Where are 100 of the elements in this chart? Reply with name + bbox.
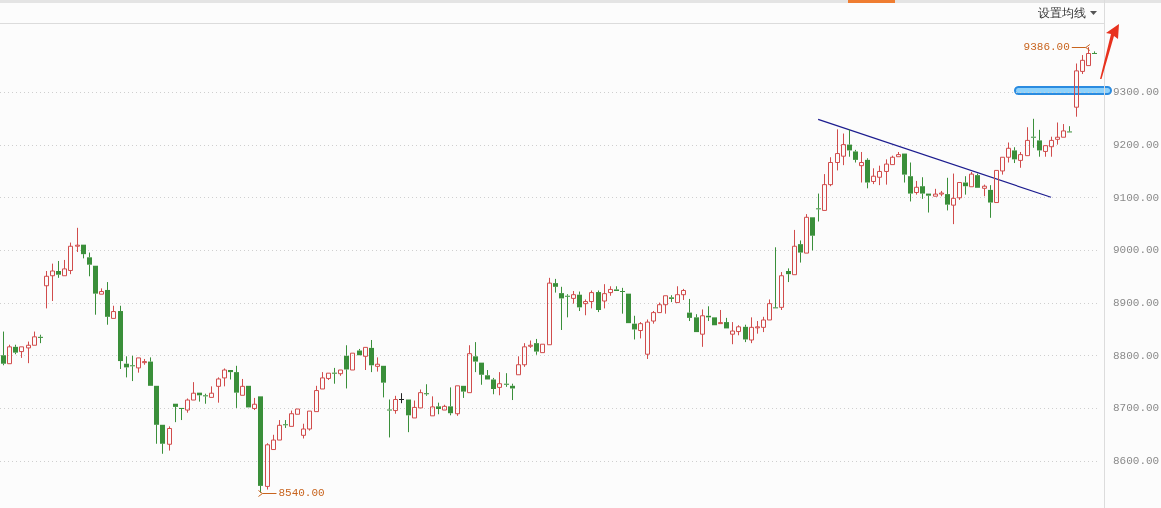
candlestick [608, 285, 613, 297]
candlestick [853, 149, 858, 164]
candlestick [945, 177, 950, 211]
candlestick [99, 287, 104, 295]
annotation: 8540.00 [278, 487, 325, 500]
candlestick [381, 365, 386, 398]
y-tick-label: 9100.00 [1113, 191, 1160, 204]
candlestick [1025, 126, 1030, 157]
candlestick [424, 383, 429, 397]
candlestick [246, 385, 251, 408]
candlestick [479, 362, 484, 386]
candlestick [669, 294, 674, 303]
candlestick [234, 365, 239, 409]
candlestick [75, 227, 80, 253]
candlestick [1092, 50, 1097, 54]
candlestick [387, 399, 392, 438]
candlestick [816, 193, 821, 222]
candlestick [694, 313, 699, 333]
candlestick [93, 265, 98, 316]
candlestick [154, 385, 159, 445]
candlestick [804, 213, 809, 254]
candlestick [786, 267, 791, 283]
candlestick [44, 270, 49, 309]
candlestick [504, 372, 509, 388]
candlestick [160, 424, 165, 455]
candlestick [344, 344, 349, 389]
candlestick [455, 385, 460, 417]
y-tick-label: 8900.00 [1113, 297, 1160, 310]
candlestick [118, 305, 123, 370]
candlestick [203, 393, 208, 405]
candlestick [951, 173, 956, 225]
candlestick [430, 395, 435, 417]
candlestick [534, 338, 539, 356]
annotation: 9386.00 [1023, 41, 1070, 54]
candlestick [859, 151, 864, 184]
candlestick [406, 399, 411, 433]
candlestick [810, 217, 815, 251]
candlestick [448, 386, 453, 416]
candlestick [467, 344, 472, 394]
candlestick [540, 343, 545, 354]
candlestick [724, 317, 729, 329]
candlestick [167, 425, 172, 452]
candlestick [626, 293, 631, 324]
y-tick-label: 9300.00 [1113, 86, 1160, 99]
candlestick [56, 260, 61, 279]
candlestick [687, 298, 692, 322]
y-tick-label: 8700.00 [1113, 402, 1160, 415]
candlestick [792, 229, 797, 276]
candlestick [485, 369, 490, 380]
candlestick [240, 378, 245, 396]
candlestick [743, 324, 748, 343]
candlestick [148, 356, 153, 386]
candlestick [620, 287, 625, 315]
candlestick [1037, 129, 1042, 158]
candlestick [87, 252, 92, 277]
candlestick [350, 352, 355, 371]
y-tick-label: 8600.00 [1113, 455, 1160, 468]
candlestick [363, 346, 368, 371]
text: 设置均线 [1038, 5, 1086, 21]
candlestick [1067, 125, 1072, 133]
candlestick [577, 291, 582, 312]
candlestick [209, 385, 214, 398]
candlestick [50, 263, 55, 302]
candlestick [38, 334, 43, 344]
candlestick [375, 356, 380, 373]
y-tick-label: 9200.00 [1113, 139, 1160, 152]
candlestick [1012, 146, 1017, 164]
y-tick-label: 9000.00 [1113, 244, 1160, 257]
candlestick [497, 371, 502, 396]
candlestick [902, 153, 907, 184]
candlestick [700, 308, 705, 348]
candlestick [369, 339, 374, 373]
candlestick [596, 289, 601, 313]
candlestick [798, 239, 803, 264]
candlestick [773, 246, 778, 309]
candlestick [553, 278, 558, 294]
candlestick [908, 162, 913, 202]
candlestick [173, 403, 178, 423]
candlestick [283, 419, 288, 429]
candlestick [926, 193, 931, 214]
candlestick [712, 317, 717, 326]
candlestick [19, 346, 24, 359]
candlestick [1031, 118, 1036, 149]
candlestick [920, 176, 925, 200]
candlestick [399, 392, 404, 404]
candlestick [338, 369, 343, 377]
y-tick-label: 8800.00 [1113, 349, 1160, 362]
candlestick [614, 285, 619, 292]
candlestick [914, 180, 919, 196]
candlestick [957, 182, 962, 201]
candlestick [473, 341, 478, 373]
candlestick [865, 157, 870, 189]
candlestick [332, 367, 337, 385]
candlestick [105, 281, 110, 326]
candlestick [1018, 151, 1023, 169]
candlestick [461, 385, 466, 399]
candlestick [1, 331, 6, 366]
candlestick [228, 370, 233, 380]
candlestick [81, 244, 86, 259]
candlestick [179, 407, 184, 421]
